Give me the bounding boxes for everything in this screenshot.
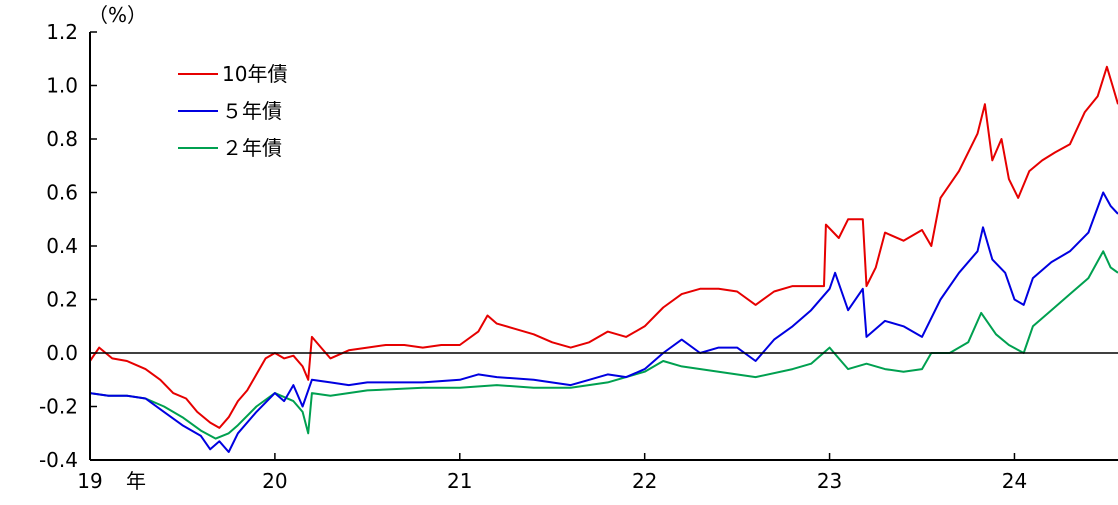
legend: 10年債 ５年債 ２年債 <box>178 62 287 160</box>
x-tick-label: 24 <box>1002 469 1027 493</box>
y-tick-label: -0.2 <box>39 395 78 419</box>
series-line-2 <box>89 250 1118 440</box>
series-line-1 <box>89 191 1118 453</box>
y-tick-label: 1.2 <box>46 20 78 44</box>
y-tick-label: 0.2 <box>46 288 78 312</box>
x-tick-label: 23 <box>817 469 842 493</box>
y-tick-label: 0.0 <box>46 341 78 365</box>
x-tick-label: 20 <box>262 469 287 493</box>
x-tick-label: 21 <box>447 469 472 493</box>
series-line-0 <box>89 65 1118 429</box>
x-tick-label: 22 <box>632 469 657 493</box>
y-unit-label: （%） <box>88 3 147 27</box>
legend-label: 10年債 <box>222 62 287 86</box>
x-year-suffix: 年 <box>126 469 146 493</box>
y-tick-label: 0.8 <box>46 127 78 151</box>
x-tick-label: 19 <box>77 469 102 493</box>
y-tick-label: 0.6 <box>46 181 78 205</box>
legend-label: ５年債 <box>222 99 282 123</box>
legend-label: ２年債 <box>222 136 282 160</box>
y-tick-label: -0.4 <box>39 448 78 472</box>
y-tick-label: 0.4 <box>46 234 78 258</box>
y-tick-label: 1.0 <box>46 74 78 98</box>
